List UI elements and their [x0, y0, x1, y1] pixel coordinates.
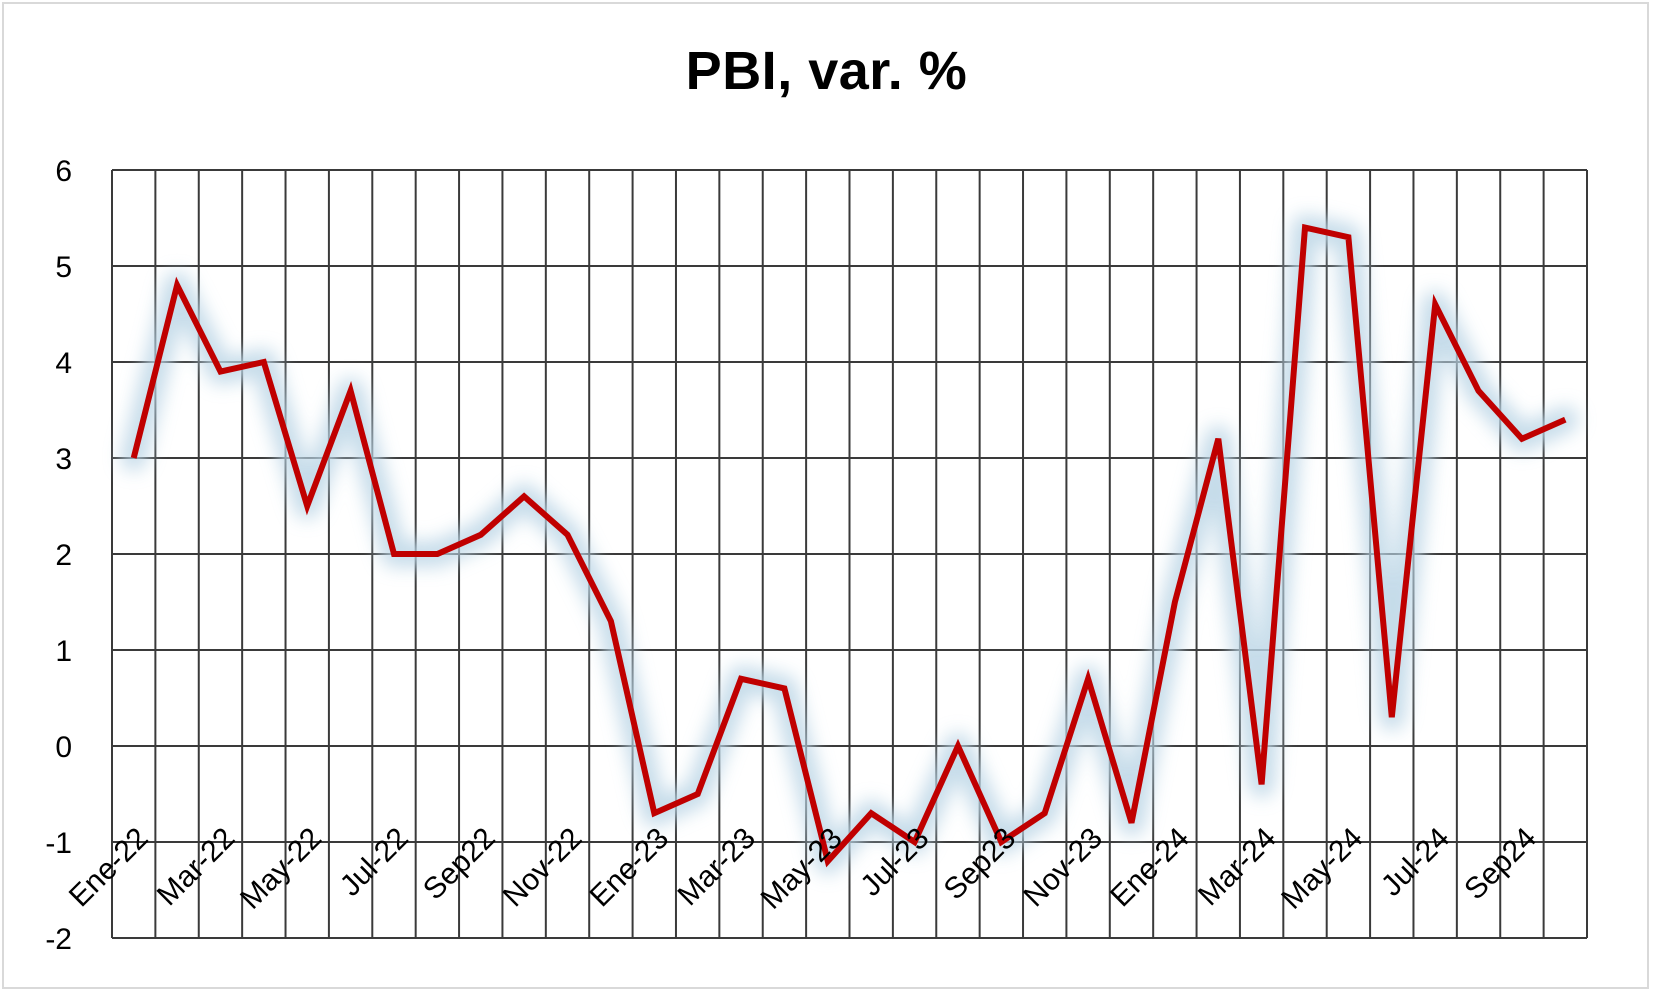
x-tick-label: Jul-24	[1375, 822, 1456, 903]
y-tick-label: -2	[45, 923, 72, 956]
y-tick-label: 1	[55, 635, 72, 668]
x-tick-label: May-24	[1275, 822, 1369, 916]
series-line	[130, 223, 1567, 868]
chart-title: PBI, var. %	[685, 41, 968, 101]
y-tick-label: 2	[55, 539, 72, 572]
series	[120, 214, 1579, 875]
x-tick-label: Ene-24	[1104, 822, 1196, 914]
y-tick-label: 6	[55, 155, 72, 188]
y-tick-label: 5	[55, 251, 72, 284]
y-tick-label: 4	[55, 347, 72, 380]
x-tick-label: May-22	[234, 822, 328, 916]
y-axis-ticks: 6 5 4 3 2 1 0 -1 -2	[45, 155, 72, 956]
x-tick-label: Ene-23	[583, 822, 675, 914]
x-tick-label: Mar-22	[151, 822, 242, 913]
x-tick-label: Nov-22	[497, 822, 589, 914]
x-tick-label: Mar-24	[1192, 822, 1283, 913]
x-tick-label: Mar-23	[671, 822, 762, 913]
y-tick-label: -1	[45, 827, 72, 860]
x-tick-label: Jul-22	[334, 822, 415, 903]
y-tick-label: 0	[55, 731, 72, 764]
x-tick-label: Ene-22	[63, 822, 155, 914]
y-tick-label: 3	[55, 443, 72, 476]
